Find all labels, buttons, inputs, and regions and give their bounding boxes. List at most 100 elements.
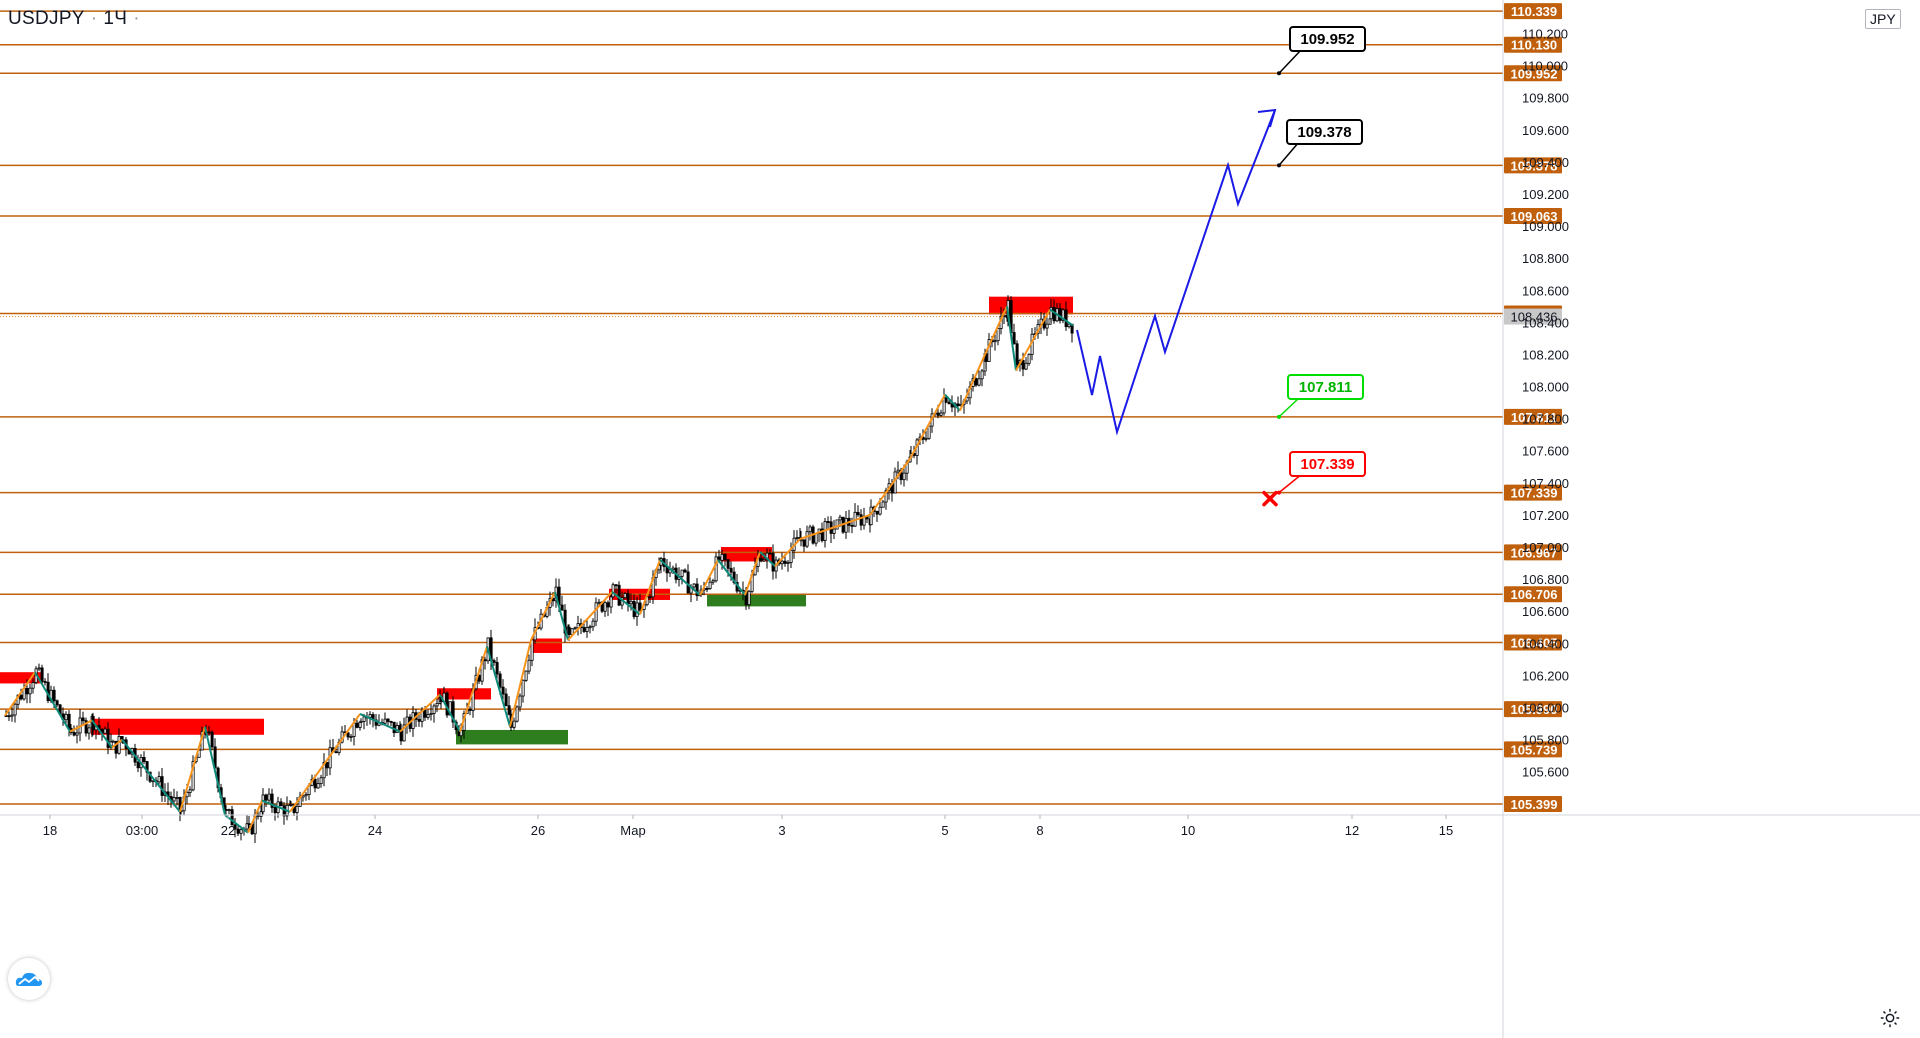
zigzag-segment [486, 646, 511, 728]
candle-body [259, 811, 263, 817]
tradingview-cloud-icon[interactable] [8, 958, 50, 1000]
resistance-zone [0, 672, 43, 684]
candle-body [729, 567, 733, 573]
candle-body [692, 583, 696, 588]
zigzag-segment [554, 591, 569, 641]
candle-body [492, 660, 496, 663]
zigzag-segment [659, 559, 701, 596]
zigzag-segment [121, 738, 181, 813]
zigzag-segment [774, 538, 801, 567]
candle-body [747, 590, 751, 606]
currency-badge: JPY [1865, 9, 1901, 29]
candle-body [835, 519, 839, 530]
candle-body [560, 604, 564, 611]
zigzag-segment [34, 671, 71, 733]
candle-body [582, 627, 586, 632]
candle-body [295, 805, 299, 813]
x-tick-label: 26 [531, 823, 545, 838]
candle-body [504, 693, 508, 707]
candle-body [19, 694, 23, 700]
symbol-title[interactable]: USDJPY · 1Ч · [8, 8, 146, 30]
level-label: 109.378 [1511, 158, 1558, 173]
zigzag-segment [359, 713, 401, 733]
candle-body [273, 806, 277, 814]
y-tick-label: 107.000 [1522, 540, 1569, 555]
candle-body [304, 794, 308, 797]
y-tick-label: 110.000 [1522, 59, 1568, 74]
candle-body [31, 682, 35, 689]
candle-body [1061, 309, 1065, 321]
current-price-label: 108.436 [1511, 310, 1558, 325]
zigzag-segment [91, 719, 113, 749]
x-tick-label: 24 [368, 823, 382, 838]
gear-icon[interactable] [1878, 1006, 1902, 1030]
candle-body [512, 720, 516, 728]
target-callout-label: 109.378 [1297, 124, 1351, 141]
candle-body [25, 687, 29, 695]
candle-body [386, 718, 390, 722]
candle-body [786, 562, 790, 564]
candle-body [987, 339, 991, 362]
candle-body [316, 783, 320, 789]
candle-body [588, 626, 592, 629]
candle-body [805, 531, 809, 547]
level-label-bg [1504, 65, 1562, 82]
zigzag-segment [959, 354, 986, 412]
x-tick-label: 12 [1345, 823, 1359, 838]
y-tick-label: 106.000 [1522, 701, 1569, 716]
candle-body [802, 539, 806, 547]
stop-callout-line [1278, 473, 1303, 494]
level-label-bg [1504, 634, 1562, 651]
x-tick-label: 18 [43, 823, 57, 838]
candle-body [157, 776, 161, 783]
zigzag-segment [1006, 306, 1017, 371]
candle-body [629, 600, 633, 605]
candle-body [191, 761, 195, 791]
candle-body [720, 553, 724, 561]
candle-body [279, 801, 283, 807]
candle-body [368, 714, 372, 718]
candle-body [844, 517, 848, 533]
candle-body [352, 722, 356, 737]
zigzag-segment [717, 559, 746, 596]
candle-body [993, 340, 997, 343]
candle-body [567, 626, 571, 635]
candle-body [875, 510, 879, 515]
candle-body [671, 567, 675, 571]
candle-body [389, 721, 393, 723]
candle-body [808, 526, 812, 533]
candle-body [924, 437, 928, 440]
candle-body [37, 667, 41, 670]
candle-body [783, 560, 787, 564]
target-callout-dot [1277, 163, 1281, 168]
candle-body [207, 731, 211, 734]
y-tick-label: 105.600 [1522, 765, 1569, 780]
stop-callout-dot [1277, 490, 1281, 495]
candle-body [402, 724, 406, 742]
y-tick-label: 108.400 [1522, 315, 1569, 330]
candle-body [175, 796, 179, 799]
candle-body [1027, 353, 1031, 364]
candle-body [1024, 362, 1028, 370]
x-tick-label: 22 [221, 823, 235, 838]
level-label-bg [1504, 544, 1562, 561]
candle-body [768, 552, 772, 555]
candle-body [501, 686, 505, 695]
candle-body [7, 715, 11, 718]
candle-body [362, 716, 366, 722]
y-tick-label: 108.800 [1522, 251, 1569, 266]
zigzag-segment [1049, 308, 1074, 327]
candle-body [850, 524, 854, 527]
candle-body [451, 701, 455, 723]
candle-body [264, 794, 268, 801]
zigzag-segment [759, 551, 776, 568]
zigzag-segment [509, 639, 532, 727]
candle-body [759, 557, 763, 562]
candle-body [313, 778, 317, 789]
candle-body [623, 593, 627, 599]
zigzag-segment [247, 800, 263, 834]
entry-callout-label: 107.811 [1299, 379, 1352, 396]
zones-layer [0, 296, 1073, 745]
